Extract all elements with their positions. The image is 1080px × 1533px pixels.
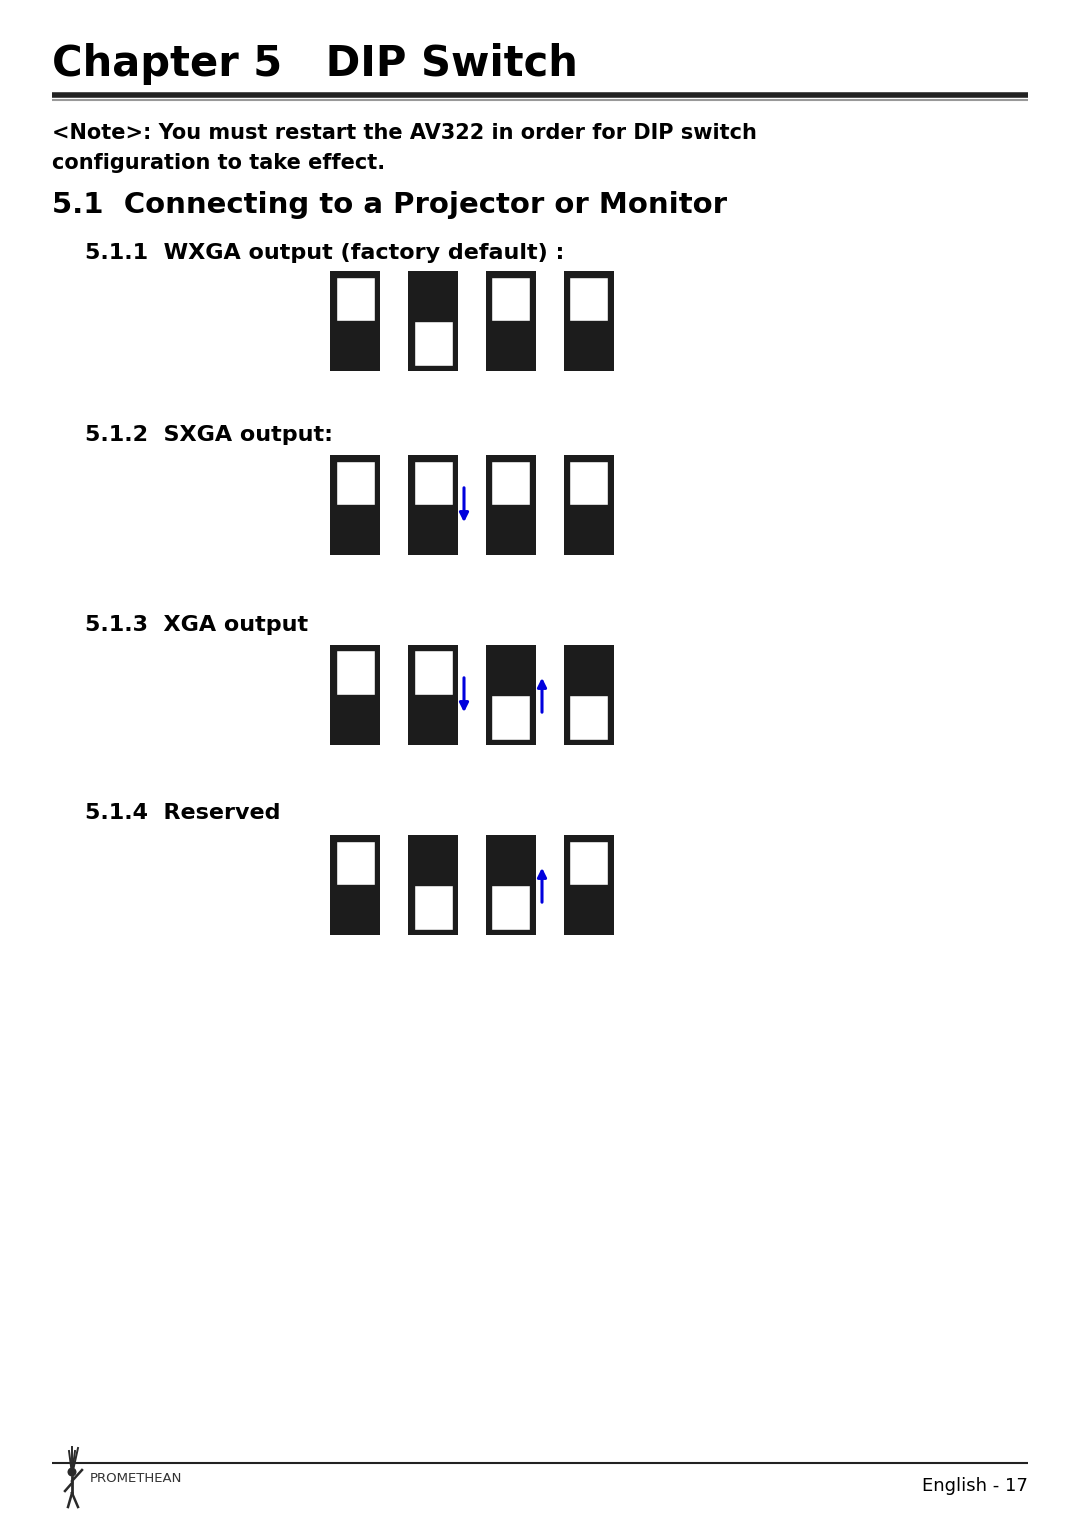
Bar — [414, 885, 453, 929]
Bar — [408, 835, 458, 935]
Bar — [491, 885, 530, 929]
Circle shape — [68, 1469, 76, 1476]
Bar — [491, 460, 530, 504]
Text: 5.1.1  WXGA output (factory default) :: 5.1.1 WXGA output (factory default) : — [85, 244, 565, 264]
Bar — [569, 694, 608, 739]
Bar — [486, 271, 536, 371]
Bar — [564, 835, 615, 935]
Text: English - 17: English - 17 — [922, 1476, 1028, 1495]
Bar — [408, 645, 458, 745]
Text: 5.1.3  XGA output: 5.1.3 XGA output — [85, 615, 308, 635]
Bar — [408, 271, 458, 371]
Text: 5.1.4  Reserved: 5.1.4 Reserved — [85, 803, 281, 823]
Bar — [336, 650, 375, 694]
Bar — [330, 835, 380, 935]
Bar — [414, 650, 453, 694]
Bar — [569, 840, 608, 885]
Bar — [491, 694, 530, 739]
Bar — [486, 455, 536, 555]
Bar — [336, 276, 375, 320]
Bar — [330, 455, 380, 555]
Text: PROMETHEAN: PROMETHEAN — [90, 1472, 183, 1484]
Bar — [569, 276, 608, 320]
Bar — [486, 835, 536, 935]
Bar — [408, 455, 458, 555]
Bar — [414, 320, 453, 365]
Text: Chapter 5   DIP Switch: Chapter 5 DIP Switch — [52, 43, 578, 84]
Text: <Note>: You must restart the AV322 in order for DIP switch
configuration to take: <Note>: You must restart the AV322 in or… — [52, 123, 757, 173]
Text: 5.1.2  SXGA output:: 5.1.2 SXGA output: — [85, 425, 333, 445]
Text: 5.1  Connecting to a Projector or Monitor: 5.1 Connecting to a Projector or Monitor — [52, 192, 727, 219]
Bar — [414, 460, 453, 504]
Bar — [336, 460, 375, 504]
Bar — [330, 645, 380, 745]
Bar — [564, 455, 615, 555]
Bar — [486, 645, 536, 745]
Bar — [564, 645, 615, 745]
Bar — [330, 271, 380, 371]
Bar — [336, 840, 375, 885]
Bar — [569, 460, 608, 504]
Bar — [564, 271, 615, 371]
Bar — [491, 276, 530, 320]
